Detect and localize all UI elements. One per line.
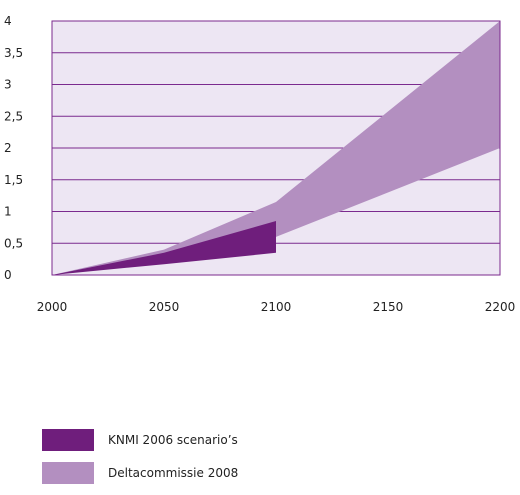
x-tick-label: 2100 [261,300,292,314]
y-tick-label: 3,5 [4,46,23,60]
y-tick-label: 2,5 [4,109,23,123]
legend-item-knmi: KNMI 2006 scenario’s [42,429,238,451]
y-tick-label: 0 [4,268,12,282]
legend-label-deltacommissie: Deltacommissie 2008 [108,466,239,480]
x-tick-label: 2200 [485,300,516,314]
plot-frame [51,20,501,276]
legend-swatch-deltacommissie [42,462,94,484]
series-areas [52,21,500,275]
y-tick-label: 4 [4,14,12,28]
y-axis-ticks: 0 0,5 1 1,5 2 2,5 3 3,5 4 [4,14,23,282]
y-tick-label: 1 [4,205,12,219]
legend-label-knmi: KNMI 2006 scenario’s [108,433,238,447]
legend-swatch-knmi [42,429,94,451]
area-band-knmi [52,221,276,275]
legend-item-deltacommissie: Deltacommissie 2008 [42,462,238,484]
y-tick-label: 1,5 [4,173,23,187]
x-tick-label: 2000 [37,300,68,314]
legend: KNMI 2006 scenario’s Deltacommissie 2008 [42,429,238,495]
y-tick-label: 3 [4,78,12,92]
x-tick-label: 2150 [373,300,404,314]
y-tick-label: 0,5 [4,236,23,250]
y-tick-label: 2 [4,141,12,155]
x-tick-label: 2050 [149,300,180,314]
x-axis-ticks: 2000 2050 2100 2150 2200 [37,300,516,314]
